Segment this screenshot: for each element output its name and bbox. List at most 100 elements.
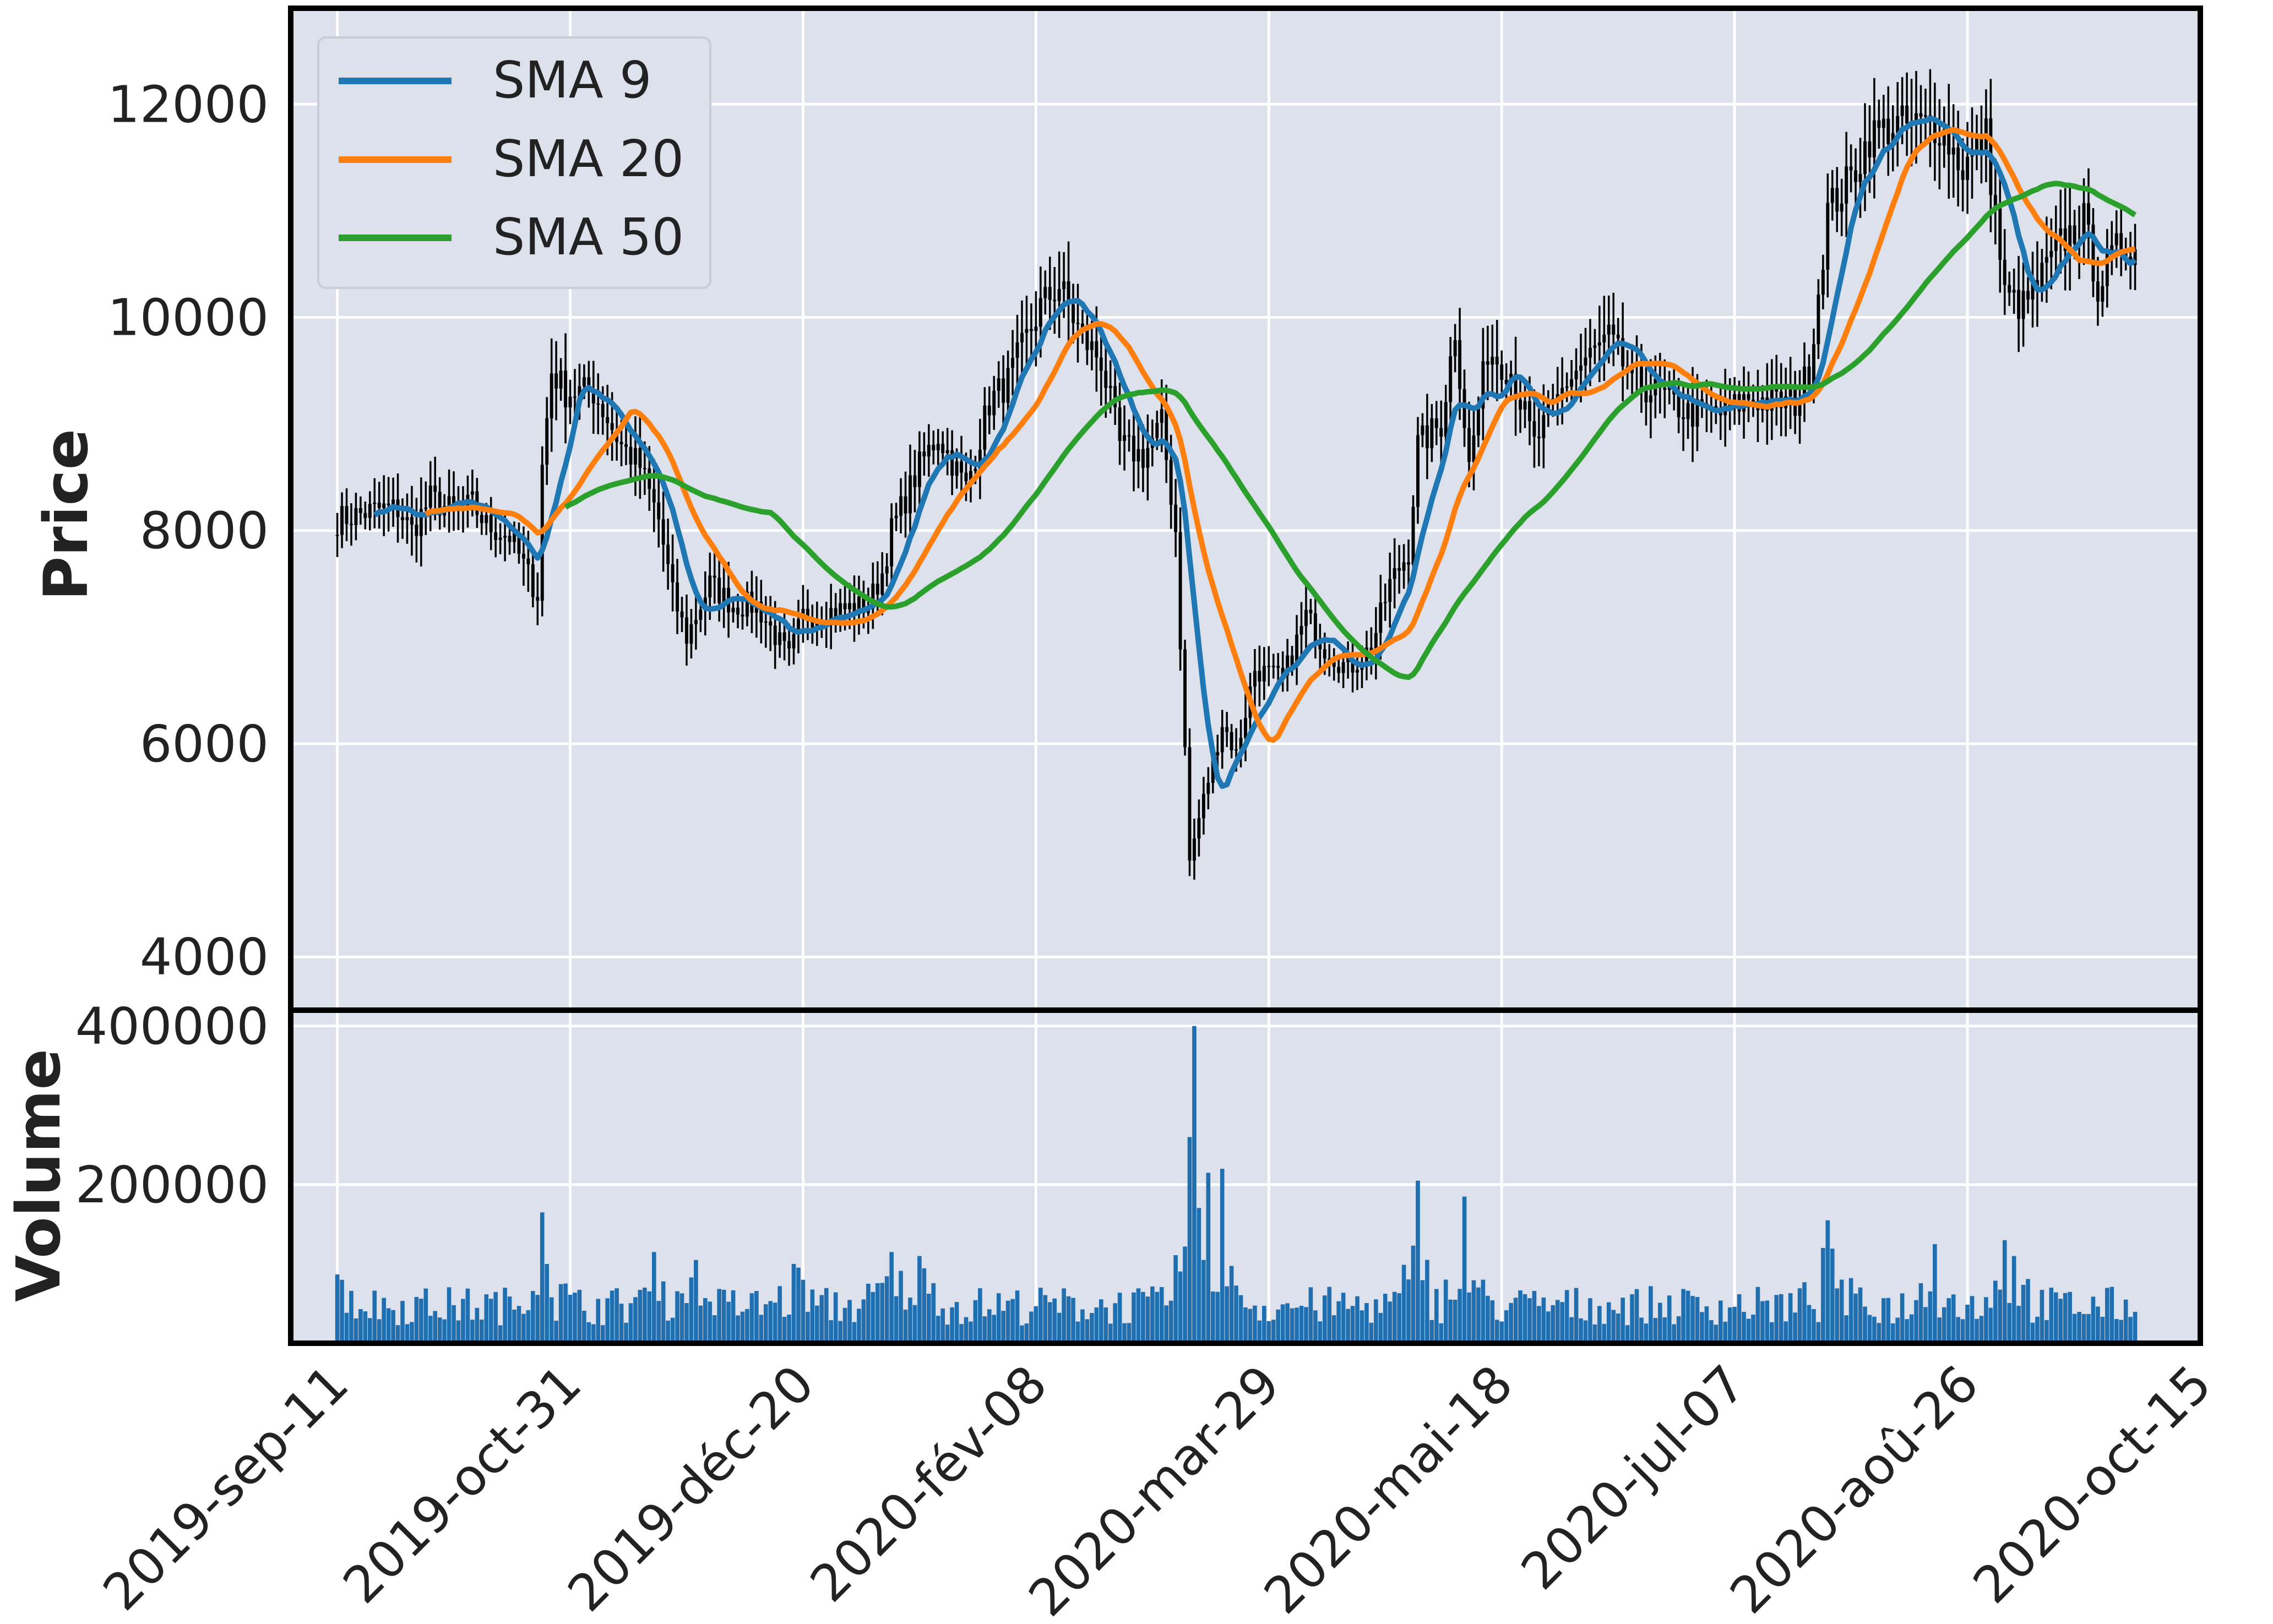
candle-body-172 — [1136, 449, 1140, 462]
candle-body-353 — [1980, 135, 1983, 154]
candle-body-52 — [578, 386, 581, 397]
volume-bar-155 — [1057, 1312, 1062, 1343]
volume-bar-251 — [1504, 1310, 1509, 1343]
candle-body-76 — [689, 624, 693, 644]
volume-bar-106 — [829, 1320, 833, 1343]
volume-bar-345 — [1942, 1307, 1946, 1343]
candle-body-256 — [1528, 401, 1531, 421]
candle-body-162 — [1090, 341, 1094, 350]
candle-body-232 — [1416, 435, 1420, 507]
volume-bar-349 — [1960, 1319, 1965, 1343]
volume-bar-257 — [1532, 1290, 1537, 1343]
candle-body-98 — [792, 634, 796, 649]
volume-bar-63 — [628, 1303, 633, 1343]
volume-bar-75 — [684, 1303, 689, 1343]
candle-body-24 — [447, 496, 451, 506]
volume-bar-45 — [545, 1263, 550, 1343]
candle-body-140 — [987, 405, 991, 416]
candle-body-128 — [932, 444, 936, 450]
volume-bar-56 — [596, 1299, 601, 1343]
x-tick-labels: 2019-sep-112019-oct-312019-déc-202020-fé… — [92, 1354, 2223, 1624]
volume-bar-69 — [656, 1301, 661, 1343]
candle-body-21 — [433, 485, 437, 492]
sma-line-50 — [564, 181, 2137, 680]
volume-bar-232 — [1416, 1180, 1420, 1343]
candle-body-257 — [1532, 421, 1536, 437]
candle-body-367 — [2044, 257, 2048, 263]
volume-bar-136 — [969, 1321, 973, 1343]
candle-body-370 — [2059, 228, 2063, 236]
volume-bar-307 — [1765, 1300, 1770, 1343]
volume-bar-260 — [1546, 1311, 1551, 1343]
volume-bar-38 — [512, 1309, 516, 1343]
candle-body-81 — [713, 575, 716, 578]
volume-bar-343 — [1933, 1244, 1937, 1343]
volume-bar-278 — [1630, 1294, 1634, 1343]
volume-bar-366 — [2040, 1290, 2044, 1343]
volume-bar-176 — [1155, 1291, 1160, 1343]
candle-body-357 — [1998, 208, 2002, 260]
candle-body-4 — [354, 508, 358, 525]
candle-body-75 — [685, 617, 688, 644]
volume-bar-126 — [922, 1268, 927, 1343]
volume-bar-254 — [1518, 1290, 1522, 1343]
volume-bar-309 — [1774, 1295, 1779, 1343]
volume-bar-17 — [414, 1296, 419, 1343]
volume-bar-111 — [852, 1322, 857, 1343]
candle-body-49 — [564, 370, 568, 408]
candle-body-192 — [1230, 732, 1233, 751]
volume-bar-103 — [815, 1305, 819, 1343]
price-tick-label-2: 8000 — [140, 502, 269, 560]
volume-bar-356 — [1993, 1280, 1998, 1343]
volume-bar-175 — [1150, 1286, 1155, 1343]
volume-bar-338 — [1909, 1314, 1914, 1343]
candle-body-176 — [1155, 423, 1159, 438]
candle-body-267 — [1579, 365, 1583, 371]
candle-body-225 — [1383, 602, 1387, 603]
volume-bar-335 — [1895, 1317, 1900, 1343]
volume-bar-23 — [442, 1319, 447, 1343]
volume-bar-236 — [1434, 1289, 1439, 1343]
volume-bar-78 — [698, 1305, 703, 1343]
candle-body-163 — [1095, 341, 1099, 358]
candle-body-378 — [2096, 281, 2100, 302]
candle-body-366 — [2040, 263, 2044, 288]
volume-bar-200 — [1266, 1321, 1271, 1343]
volume-bar-347 — [1951, 1294, 1956, 1343]
candle-body-187 — [1206, 783, 1210, 794]
candle-body-195 — [1244, 718, 1247, 738]
candle-body-242 — [1462, 389, 1466, 428]
volume-bar-269 — [1588, 1298, 1592, 1343]
volume-bar-158 — [1071, 1298, 1075, 1343]
candle-body-362 — [2021, 291, 2025, 319]
candle-body-199 — [1262, 666, 1266, 682]
volume-bar-7 — [367, 1318, 372, 1343]
volume-bar-8 — [372, 1290, 377, 1343]
candle-body-150 — [1034, 326, 1038, 331]
candle-body-29 — [470, 491, 474, 495]
volume-bar-333 — [1886, 1298, 1891, 1343]
candle-body-377 — [2091, 224, 2095, 282]
volume-bar-354 — [1984, 1297, 1988, 1343]
volume-bar-141 — [992, 1315, 997, 1343]
candle-body-271 — [1597, 342, 1601, 346]
candle-body-328 — [1863, 141, 1867, 174]
volume-bar-122 — [903, 1309, 908, 1343]
candle-body-274 — [1612, 324, 1616, 335]
candle-body-251 — [1504, 379, 1508, 384]
volume-bar-322 — [1835, 1288, 1840, 1343]
candle-body-147 — [1020, 333, 1024, 342]
volume-bar-211 — [1318, 1321, 1323, 1343]
volume-bar-88 — [745, 1309, 749, 1343]
price-tick-label-1: 6000 — [140, 715, 269, 773]
candle-body-228 — [1397, 568, 1401, 571]
candle-body-101 — [806, 608, 809, 622]
candle-body-303 — [1747, 394, 1750, 400]
x-tick-label-3: 2020-fév-08 — [799, 1354, 1058, 1614]
candle-body-273 — [1607, 324, 1611, 335]
candle-body-40 — [521, 553, 525, 559]
candle-body-329 — [1868, 141, 1872, 157]
candle-body-19 — [424, 507, 428, 509]
volume-tick-label-0: 200000 — [75, 1156, 269, 1214]
candle-body-254 — [1519, 400, 1522, 410]
